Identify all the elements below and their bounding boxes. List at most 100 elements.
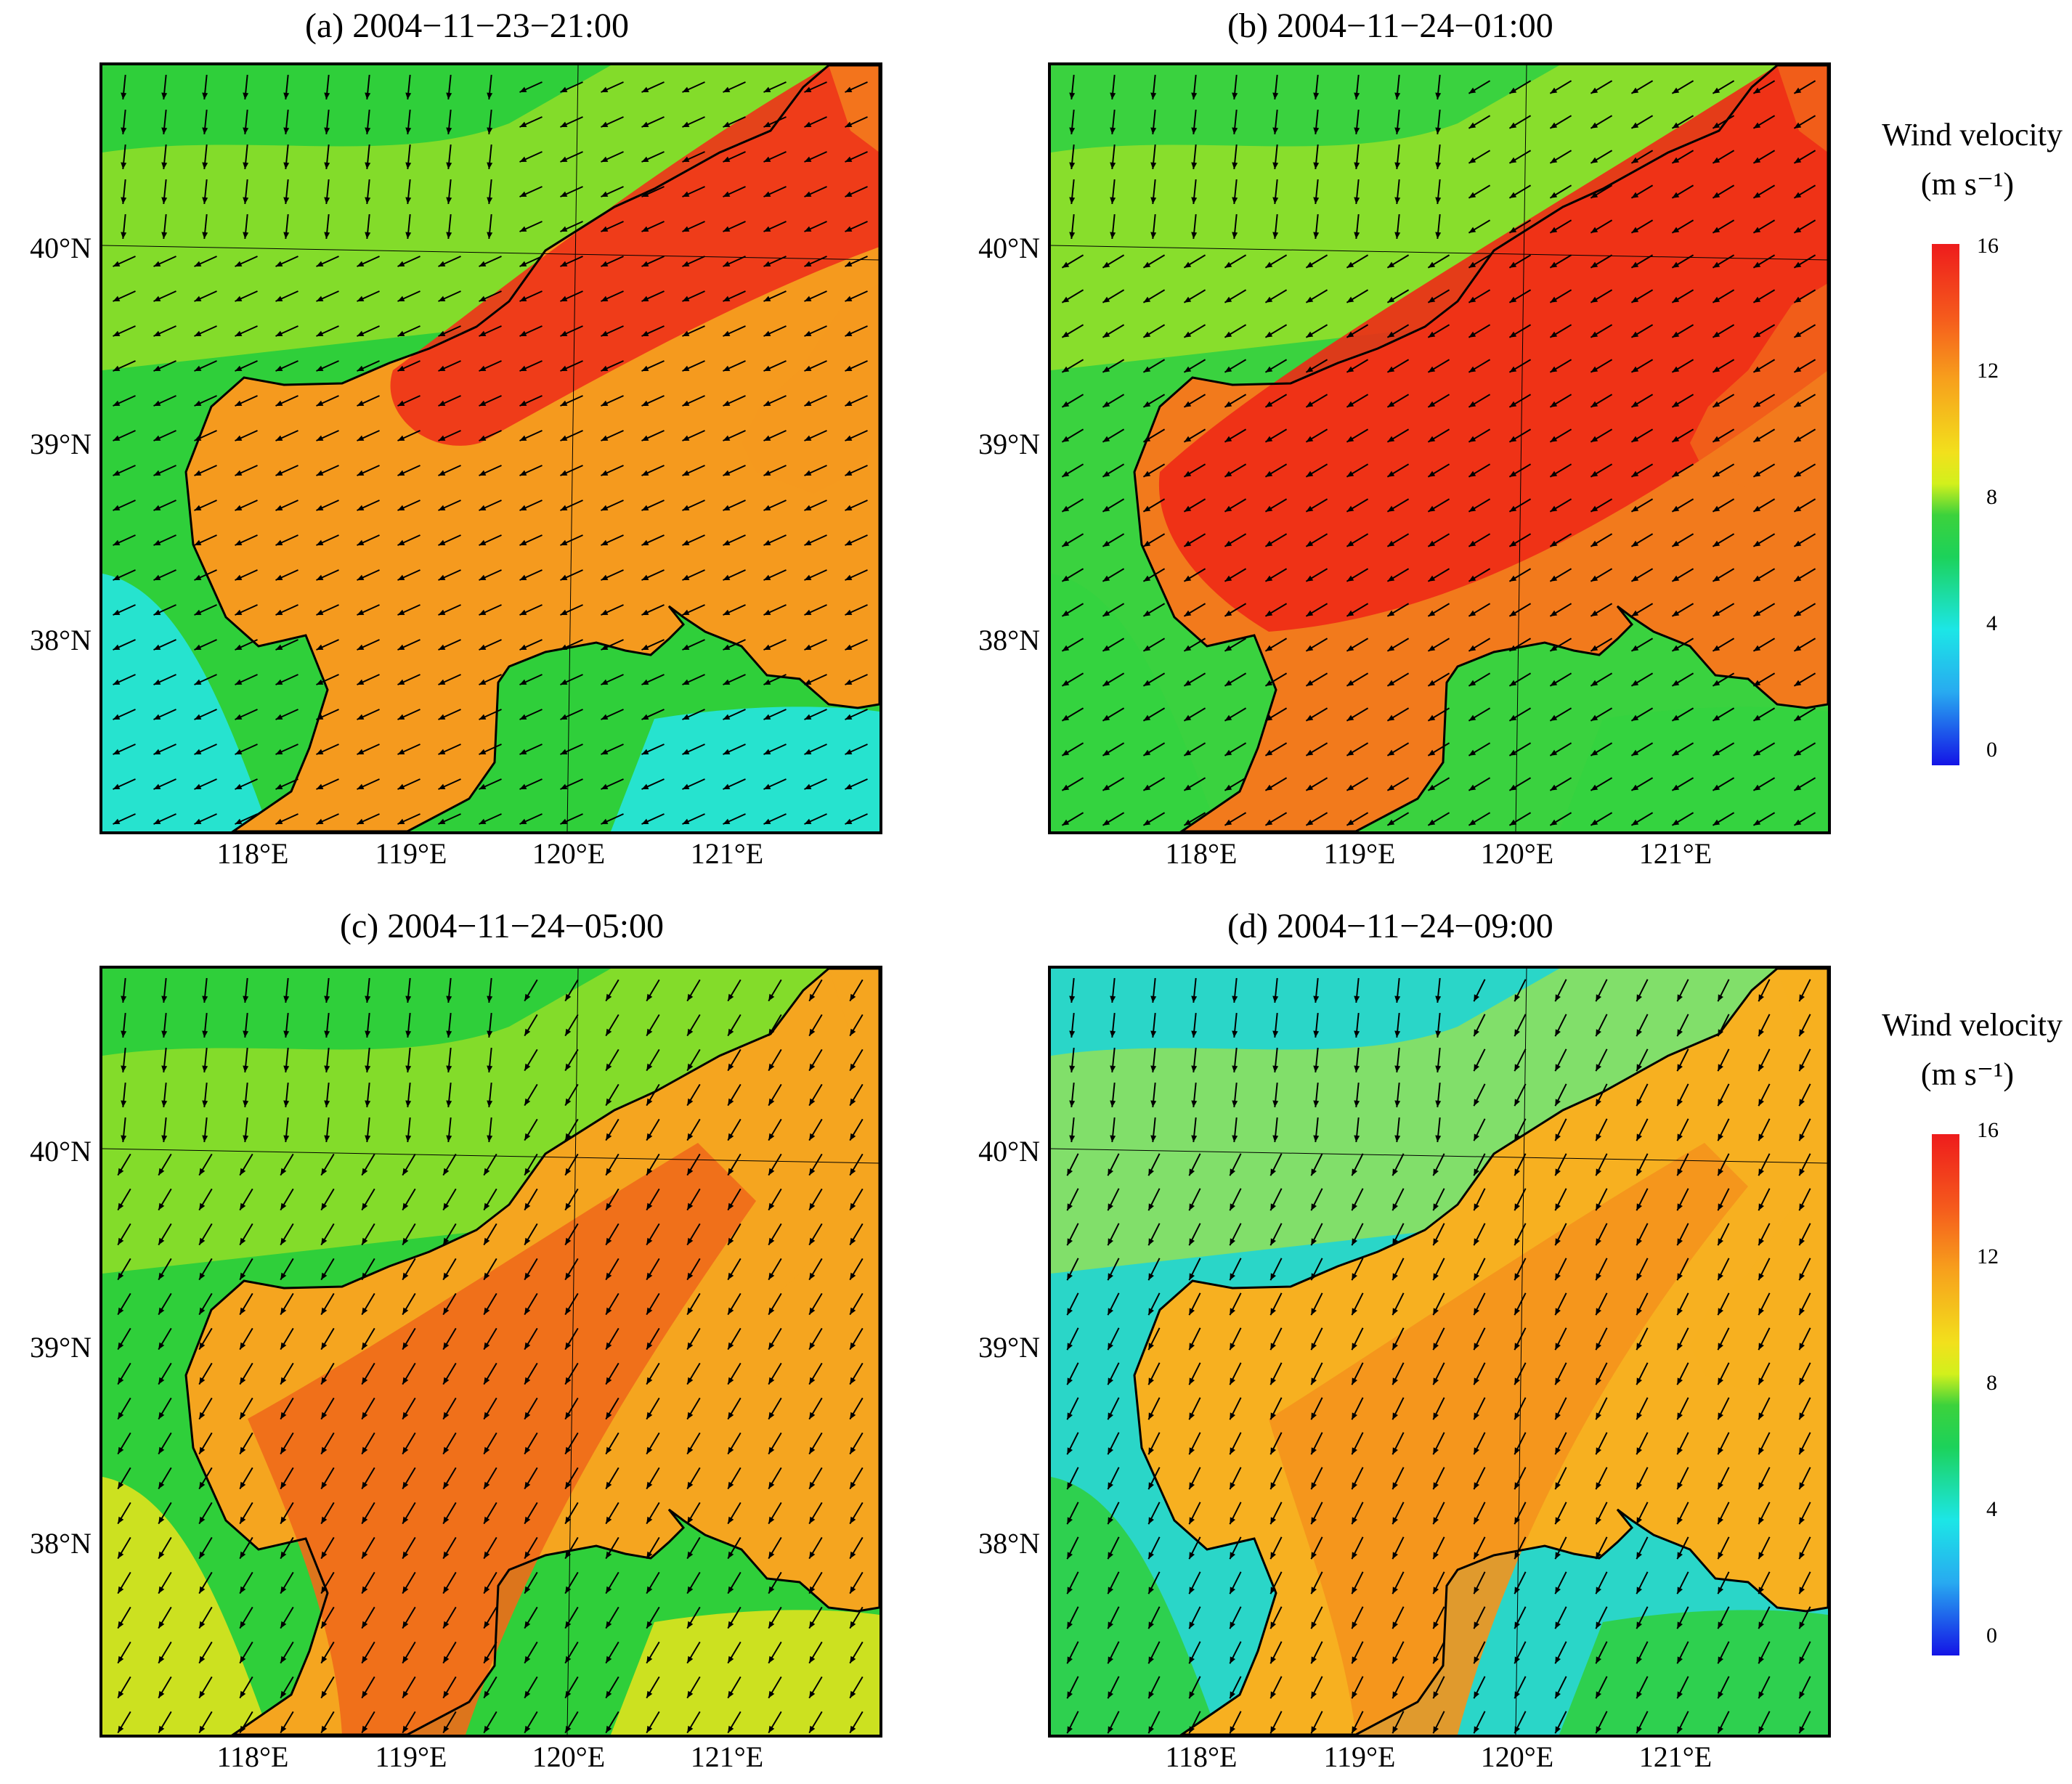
wind-arrow bbox=[1229, 1327, 1242, 1351]
wind-arrow bbox=[1590, 533, 1613, 547]
wind-arrow bbox=[1232, 1082, 1238, 1108]
wind-arrow bbox=[320, 1397, 335, 1420]
wind-arrow bbox=[1712, 428, 1735, 443]
wind-arrow bbox=[1069, 74, 1076, 100]
wind-arrow bbox=[283, 1082, 290, 1108]
wind-arrow bbox=[1793, 463, 1816, 478]
wind-arrow bbox=[1351, 1292, 1364, 1316]
wind-arrow bbox=[1188, 1536, 1201, 1560]
wind-arrow bbox=[524, 1223, 538, 1246]
wind-arrow bbox=[1394, 977, 1401, 1003]
wind-arrow bbox=[1269, 1362, 1283, 1385]
wind-arrow bbox=[280, 1292, 294, 1316]
wind-arrow bbox=[1758, 1118, 1771, 1141]
wind-arrow bbox=[1427, 428, 1450, 443]
wind-arrow bbox=[1264, 777, 1288, 791]
wind-arrow bbox=[808, 1188, 823, 1211]
wind-arrow bbox=[1793, 742, 1816, 757]
wind-arrow bbox=[1676, 1327, 1689, 1351]
wind-arrow bbox=[1066, 1223, 1079, 1246]
wind-arrow bbox=[202, 74, 208, 100]
lon-label-118e: 118°E bbox=[216, 837, 289, 870]
map-svg-d bbox=[1051, 969, 1828, 1735]
wind-arrow bbox=[1313, 1082, 1320, 1108]
wind-arrow bbox=[1717, 1188, 1730, 1211]
wind-arrow bbox=[519, 604, 543, 616]
wind-arrow bbox=[524, 1292, 538, 1316]
wind-arrow bbox=[560, 778, 583, 790]
wind-arrow bbox=[1351, 1432, 1364, 1455]
wind-arrow bbox=[1232, 1117, 1238, 1143]
wind-arrow bbox=[849, 1258, 864, 1281]
wind-arrow bbox=[1752, 184, 1776, 199]
wind-arrow bbox=[1671, 115, 1694, 129]
wind-arrow bbox=[560, 81, 583, 93]
wind-arrow bbox=[1069, 213, 1076, 240]
strong-wind-core bbox=[1158, 65, 1828, 632]
wind-arrow bbox=[239, 1188, 253, 1211]
wind-arrow bbox=[446, 213, 452, 240]
wind-arrow bbox=[1269, 1606, 1283, 1629]
wind-arrow bbox=[1435, 213, 1442, 240]
wind-arrow bbox=[845, 290, 868, 302]
wind-arrow bbox=[117, 1397, 131, 1420]
wind-arrow bbox=[1758, 1571, 1771, 1594]
wind-arrow bbox=[1671, 289, 1694, 304]
wind-arrow bbox=[519, 256, 543, 267]
wind-arrow bbox=[1066, 1258, 1079, 1281]
wind-arrow bbox=[1793, 115, 1816, 129]
wind-arrow bbox=[763, 813, 787, 825]
wind-arrow bbox=[202, 144, 208, 170]
wind-arrow bbox=[1636, 1606, 1649, 1629]
wind-arrow bbox=[1473, 1292, 1486, 1316]
wind-arrow bbox=[1427, 463, 1450, 478]
wind-arrow bbox=[402, 1258, 416, 1281]
wind-arrow bbox=[1102, 777, 1125, 791]
wind-arrow bbox=[1514, 1432, 1527, 1455]
wind-arrow bbox=[280, 1362, 294, 1385]
wind-arrow bbox=[1676, 1223, 1689, 1246]
wind-arrow bbox=[438, 744, 461, 755]
wind-arrow bbox=[845, 569, 868, 581]
wind-arrow bbox=[1102, 742, 1125, 757]
wind-arrow bbox=[1435, 1117, 1442, 1143]
wind-arrow bbox=[519, 709, 543, 720]
wind-arrow bbox=[121, 109, 127, 135]
wind-arrow bbox=[723, 395, 746, 407]
wind-arrow bbox=[1671, 603, 1694, 617]
wind-arrow bbox=[1514, 1083, 1527, 1107]
wind-arrow bbox=[438, 395, 461, 407]
liaodong-land bbox=[829, 65, 879, 152]
wind-arrow bbox=[1758, 1606, 1771, 1629]
wind-arrow bbox=[1514, 1502, 1527, 1525]
wind-arrow bbox=[198, 1223, 213, 1246]
wind-arrow bbox=[361, 1711, 375, 1734]
wind-arrow bbox=[763, 639, 787, 651]
wind-arrow bbox=[1554, 1327, 1567, 1351]
wind-arrow bbox=[239, 1327, 253, 1351]
wind-arrow bbox=[560, 709, 583, 720]
wind-arrow bbox=[158, 1153, 172, 1176]
wind-arrow bbox=[1712, 150, 1735, 164]
wind-arrow bbox=[1676, 1048, 1689, 1072]
wind-arrow bbox=[280, 1502, 294, 1525]
wind-arrow bbox=[763, 534, 787, 546]
wind-arrow bbox=[1346, 742, 1369, 757]
wind-arrow bbox=[361, 1397, 375, 1420]
wind-arrow bbox=[397, 360, 421, 372]
wind-arrow bbox=[117, 1502, 131, 1525]
wind-arrow bbox=[1671, 219, 1694, 234]
wind-arrow bbox=[1394, 213, 1401, 240]
wind-arrow bbox=[1636, 1571, 1649, 1594]
wind-arrow bbox=[849, 1327, 864, 1351]
wind-arrow bbox=[686, 1432, 701, 1455]
wind-arrow bbox=[198, 1676, 213, 1699]
wind-arrow bbox=[283, 1012, 290, 1038]
wind-arrow bbox=[1310, 1432, 1323, 1455]
wind-arrow bbox=[1590, 638, 1613, 652]
wind-arrow bbox=[121, 1082, 127, 1108]
wind-arrow bbox=[357, 465, 380, 476]
wind-arrow bbox=[438, 500, 461, 511]
wind-arrow bbox=[849, 1711, 864, 1734]
wind-arrow bbox=[768, 1188, 782, 1211]
